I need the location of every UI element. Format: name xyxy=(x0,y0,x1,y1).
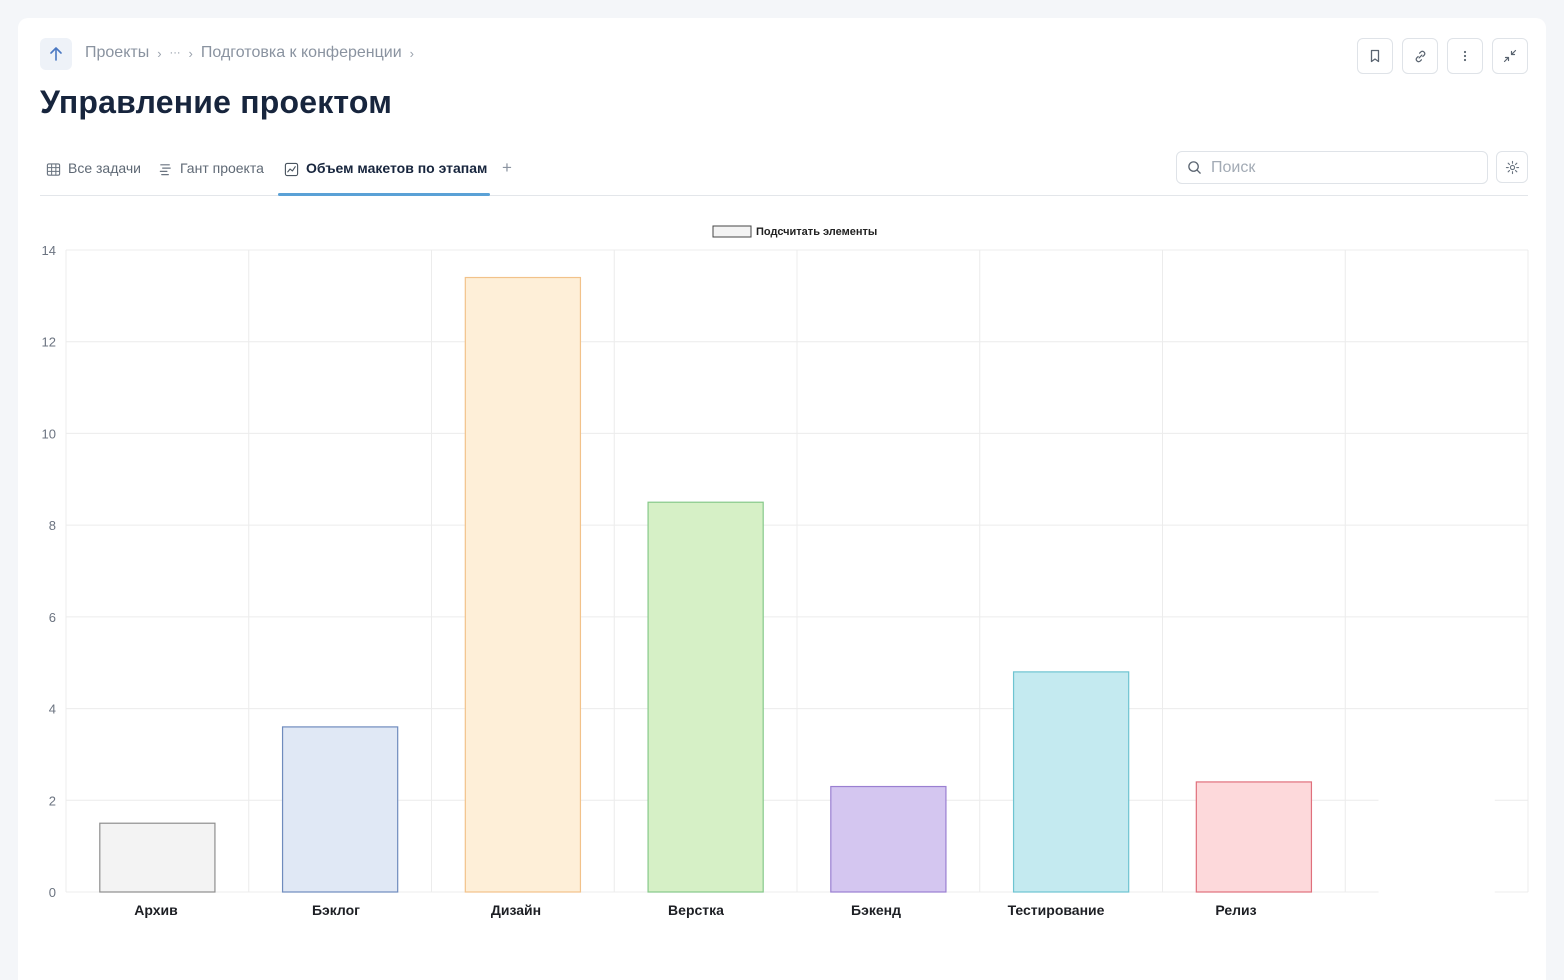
y-tick-label: 12 xyxy=(42,335,56,350)
tab-label: Объем макетов по этапам xyxy=(306,160,488,176)
tab-label: Все задачи xyxy=(68,160,141,176)
page-title: Управление проектом xyxy=(40,84,393,120)
navigate-up-button[interactable] xyxy=(40,38,72,70)
more-vertical-icon xyxy=(1463,50,1467,62)
bar-category-4 xyxy=(830,785,947,893)
gantt-icon xyxy=(159,164,171,176)
y-tick-label: 14 xyxy=(42,243,56,258)
y-tick-label: 0 xyxy=(49,885,56,900)
bar-category-2 xyxy=(464,276,582,893)
bar-category-0 xyxy=(99,822,216,893)
x-category-label: Тестирование xyxy=(1008,902,1105,918)
bar-unlabeled-7 xyxy=(1378,781,1495,893)
x-category-label: Бэклог xyxy=(312,902,360,918)
bookmark-icon xyxy=(1370,49,1380,63)
legend-label: Подсчитать элементы xyxy=(756,226,877,238)
y-tick-label: 2 xyxy=(49,793,56,808)
y-tick-label: 6 xyxy=(49,610,56,625)
arrow-up-icon xyxy=(50,47,62,61)
search-icon xyxy=(1188,161,1201,174)
legend-swatch xyxy=(712,225,752,238)
bar-category-1 xyxy=(281,726,399,893)
breadcrumb-item-conference[interactable]: Подготовка к конференции xyxy=(200,44,402,61)
chevron-right-icon: › xyxy=(409,45,414,61)
x-category-label: Бэкенд xyxy=(851,902,901,918)
active-tab-indicator xyxy=(278,193,490,196)
tab-chart[interactable]: Объем макетов по этапам xyxy=(284,156,487,196)
add-tab-button[interactable]: + xyxy=(502,158,512,178)
y-tick-label: 4 xyxy=(49,702,56,717)
x-category-label: Дизайн xyxy=(491,902,541,918)
bar-category-6 xyxy=(1195,781,1313,893)
bar-category-3 xyxy=(647,501,764,893)
tab-gantt[interactable]: Гант проекта xyxy=(158,156,264,196)
settings-button[interactable] xyxy=(1496,151,1528,183)
search-box[interactable] xyxy=(1176,151,1488,184)
collapse-button[interactable] xyxy=(1492,38,1528,74)
chevron-right-icon: › xyxy=(188,45,193,61)
tab-all-tasks[interactable]: Все задачи xyxy=(46,156,141,196)
plus-icon: + xyxy=(502,158,512,177)
bookmark-button[interactable] xyxy=(1357,38,1393,74)
link-icon xyxy=(1415,50,1425,62)
y-tick-label: 10 xyxy=(42,426,56,441)
top-bar: Проекты › ··· › Подготовка к конференции… xyxy=(40,38,1528,74)
y-tick-label: 8 xyxy=(49,518,56,533)
chevron-right-icon: › xyxy=(157,45,162,61)
more-options-button[interactable] xyxy=(1447,38,1483,74)
x-category-label: Релиз xyxy=(1215,902,1256,918)
tab-label: Гант проекта xyxy=(180,160,264,176)
view-tabs: Все задачи Гант проекта Объем макетов по… xyxy=(40,148,1528,196)
copy-link-button[interactable] xyxy=(1402,38,1438,74)
breadcrumb-item-projects[interactable]: Проекты xyxy=(85,44,150,61)
x-category-label: Верстка xyxy=(668,902,724,918)
bar-category-5 xyxy=(1012,671,1130,893)
table-icon xyxy=(46,163,61,176)
gear-icon xyxy=(1505,160,1519,174)
breadcrumb-item-collapsed[interactable]: ··· xyxy=(169,47,181,59)
breadcrumb: Проекты › ··· › Подготовка к конференции… xyxy=(85,44,414,62)
header-actions xyxy=(1357,38,1528,74)
x-category-label: Архив xyxy=(134,902,178,918)
chart-icon xyxy=(284,162,299,177)
search-input[interactable] xyxy=(1211,158,1471,177)
bar-chart: 0 2 4 6 8 10 12 14 Подсчитать элементы Архив Бэкло… xyxy=(42,225,1529,918)
collapse-icon xyxy=(1503,49,1517,63)
